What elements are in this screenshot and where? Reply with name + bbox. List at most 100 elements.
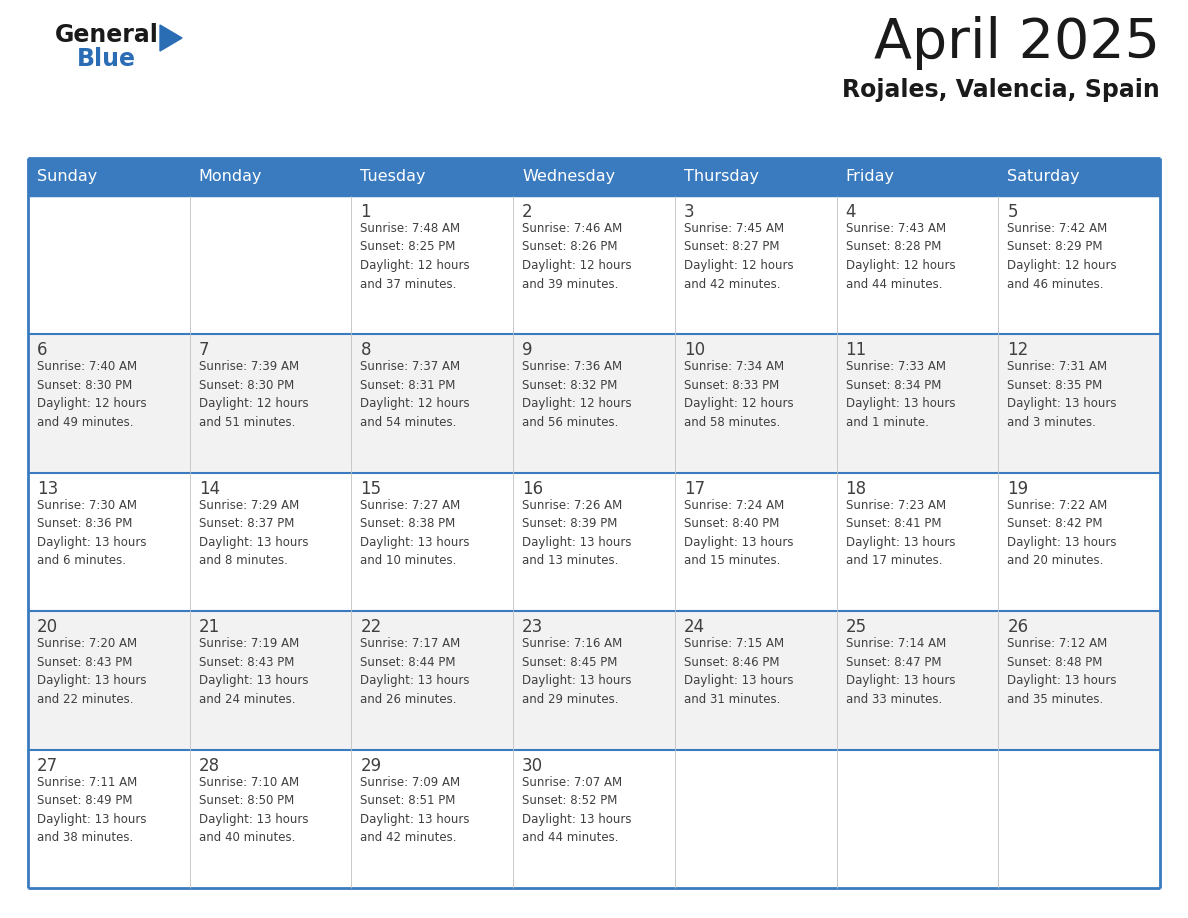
Text: Sunrise: 7:33 AM
Sunset: 8:34 PM
Daylight: 13 hours
and 1 minute.: Sunrise: 7:33 AM Sunset: 8:34 PM Dayligh… [846, 361, 955, 429]
Bar [190, 611, 352, 750]
Bar [513, 158, 675, 196]
Text: Sunrise: 7:10 AM
Sunset: 8:50 PM
Daylight: 13 hours
and 40 minutes.: Sunrise: 7:10 AM Sunset: 8:50 PM Dayligh… [198, 776, 308, 844]
Bar [998, 750, 1159, 888]
Bar [513, 750, 675, 888]
Text: 14: 14 [198, 480, 220, 498]
Text: Sunrise: 7:37 AM
Sunset: 8:31 PM
Daylight: 12 hours
and 54 minutes.: Sunrise: 7:37 AM Sunset: 8:31 PM Dayligh… [360, 361, 470, 429]
Text: 6: 6 [37, 341, 48, 360]
Bar [190, 750, 352, 888]
Bar [513, 611, 675, 750]
Bar [998, 334, 1159, 473]
Text: Thursday: Thursday [684, 169, 759, 184]
Text: 7: 7 [198, 341, 209, 360]
Text: Monday: Monday [198, 169, 263, 184]
Text: 23: 23 [523, 618, 543, 636]
Text: Sunrise: 7:12 AM
Sunset: 8:48 PM
Daylight: 13 hours
and 35 minutes.: Sunrise: 7:12 AM Sunset: 8:48 PM Dayligh… [1007, 637, 1117, 706]
Text: Sunrise: 7:42 AM
Sunset: 8:29 PM
Daylight: 12 hours
and 46 minutes.: Sunrise: 7:42 AM Sunset: 8:29 PM Dayligh… [1007, 222, 1117, 290]
Bar [998, 611, 1159, 750]
Bar [352, 750, 513, 888]
Text: Rojales, Valencia, Spain: Rojales, Valencia, Spain [842, 78, 1159, 102]
Bar [998, 158, 1159, 196]
Bar [513, 473, 675, 611]
Bar [998, 473, 1159, 611]
Text: 29: 29 [360, 756, 381, 775]
Text: Tuesday: Tuesday [360, 169, 426, 184]
Text: 26: 26 [1007, 618, 1029, 636]
Text: Sunrise: 7:39 AM
Sunset: 8:30 PM
Daylight: 12 hours
and 51 minutes.: Sunrise: 7:39 AM Sunset: 8:30 PM Dayligh… [198, 361, 309, 429]
Text: Sunrise: 7:14 AM
Sunset: 8:47 PM
Daylight: 13 hours
and 33 minutes.: Sunrise: 7:14 AM Sunset: 8:47 PM Dayligh… [846, 637, 955, 706]
Bar [190, 196, 352, 334]
Bar [836, 611, 998, 750]
Bar [352, 334, 513, 473]
Bar [675, 334, 836, 473]
Text: 5: 5 [1007, 203, 1018, 221]
Bar [352, 158, 513, 196]
Text: 16: 16 [523, 480, 543, 498]
Text: Sunrise: 7:27 AM
Sunset: 8:38 PM
Daylight: 13 hours
and 10 minutes.: Sunrise: 7:27 AM Sunset: 8:38 PM Dayligh… [360, 498, 470, 567]
Text: Saturday: Saturday [1007, 169, 1080, 184]
Bar [998, 196, 1159, 334]
Text: Sunrise: 7:22 AM
Sunset: 8:42 PM
Daylight: 13 hours
and 20 minutes.: Sunrise: 7:22 AM Sunset: 8:42 PM Dayligh… [1007, 498, 1117, 567]
Bar [836, 196, 998, 334]
Text: Wednesday: Wednesday [523, 169, 615, 184]
Text: 8: 8 [360, 341, 371, 360]
Bar [675, 196, 836, 334]
Bar [29, 334, 190, 473]
Text: 13: 13 [37, 480, 58, 498]
Bar [352, 611, 513, 750]
Bar [675, 158, 836, 196]
Text: Sunrise: 7:45 AM
Sunset: 8:27 PM
Daylight: 12 hours
and 42 minutes.: Sunrise: 7:45 AM Sunset: 8:27 PM Dayligh… [684, 222, 794, 290]
Bar [836, 158, 998, 196]
Text: General: General [55, 23, 159, 47]
Text: 19: 19 [1007, 480, 1029, 498]
Text: 20: 20 [37, 618, 58, 636]
Text: Friday: Friday [846, 169, 895, 184]
Text: 21: 21 [198, 618, 220, 636]
Text: 28: 28 [198, 756, 220, 775]
Text: Sunday: Sunday [37, 169, 97, 184]
Text: Sunrise: 7:20 AM
Sunset: 8:43 PM
Daylight: 13 hours
and 22 minutes.: Sunrise: 7:20 AM Sunset: 8:43 PM Dayligh… [37, 637, 146, 706]
Text: Sunrise: 7:46 AM
Sunset: 8:26 PM
Daylight: 12 hours
and 39 minutes.: Sunrise: 7:46 AM Sunset: 8:26 PM Dayligh… [523, 222, 632, 290]
Bar [836, 750, 998, 888]
Bar [190, 158, 352, 196]
Text: 10: 10 [684, 341, 704, 360]
Text: Sunrise: 7:16 AM
Sunset: 8:45 PM
Daylight: 13 hours
and 29 minutes.: Sunrise: 7:16 AM Sunset: 8:45 PM Dayligh… [523, 637, 632, 706]
Bar [675, 473, 836, 611]
Text: 3: 3 [684, 203, 695, 221]
Bar [513, 334, 675, 473]
Bar [190, 473, 352, 611]
Text: Sunrise: 7:29 AM
Sunset: 8:37 PM
Daylight: 13 hours
and 8 minutes.: Sunrise: 7:29 AM Sunset: 8:37 PM Dayligh… [198, 498, 308, 567]
Text: 22: 22 [360, 618, 381, 636]
Text: 9: 9 [523, 341, 532, 360]
Bar [836, 473, 998, 611]
Text: Sunrise: 7:36 AM
Sunset: 8:32 PM
Daylight: 12 hours
and 56 minutes.: Sunrise: 7:36 AM Sunset: 8:32 PM Dayligh… [523, 361, 632, 429]
Text: Sunrise: 7:30 AM
Sunset: 8:36 PM
Daylight: 13 hours
and 6 minutes.: Sunrise: 7:30 AM Sunset: 8:36 PM Dayligh… [37, 498, 146, 567]
Bar [513, 196, 675, 334]
Text: Sunrise: 7:17 AM
Sunset: 8:44 PM
Daylight: 13 hours
and 26 minutes.: Sunrise: 7:17 AM Sunset: 8:44 PM Dayligh… [360, 637, 470, 706]
Bar [675, 611, 836, 750]
Text: Sunrise: 7:15 AM
Sunset: 8:46 PM
Daylight: 13 hours
and 31 minutes.: Sunrise: 7:15 AM Sunset: 8:46 PM Dayligh… [684, 637, 794, 706]
Text: 11: 11 [846, 341, 867, 360]
Text: Sunrise: 7:11 AM
Sunset: 8:49 PM
Daylight: 13 hours
and 38 minutes.: Sunrise: 7:11 AM Sunset: 8:49 PM Dayligh… [37, 776, 146, 844]
Text: 1: 1 [360, 203, 371, 221]
Text: 18: 18 [846, 480, 867, 498]
Bar [29, 750, 190, 888]
Text: 24: 24 [684, 618, 704, 636]
Text: Sunrise: 7:40 AM
Sunset: 8:30 PM
Daylight: 12 hours
and 49 minutes.: Sunrise: 7:40 AM Sunset: 8:30 PM Dayligh… [37, 361, 146, 429]
Text: 25: 25 [846, 618, 867, 636]
Bar [352, 473, 513, 611]
Text: 27: 27 [37, 756, 58, 775]
Bar [190, 334, 352, 473]
Bar [29, 611, 190, 750]
Text: Sunrise: 7:48 AM
Sunset: 8:25 PM
Daylight: 12 hours
and 37 minutes.: Sunrise: 7:48 AM Sunset: 8:25 PM Dayligh… [360, 222, 470, 290]
Polygon shape [160, 25, 182, 51]
Text: Sunrise: 7:07 AM
Sunset: 8:52 PM
Daylight: 13 hours
and 44 minutes.: Sunrise: 7:07 AM Sunset: 8:52 PM Dayligh… [523, 776, 632, 844]
Text: Sunrise: 7:34 AM
Sunset: 8:33 PM
Daylight: 12 hours
and 58 minutes.: Sunrise: 7:34 AM Sunset: 8:33 PM Dayligh… [684, 361, 794, 429]
Text: Sunrise: 7:26 AM
Sunset: 8:39 PM
Daylight: 13 hours
and 13 minutes.: Sunrise: 7:26 AM Sunset: 8:39 PM Dayligh… [523, 498, 632, 567]
Text: 17: 17 [684, 480, 704, 498]
Text: 12: 12 [1007, 341, 1029, 360]
Bar [29, 196, 190, 334]
Text: Sunrise: 7:43 AM
Sunset: 8:28 PM
Daylight: 12 hours
and 44 minutes.: Sunrise: 7:43 AM Sunset: 8:28 PM Dayligh… [846, 222, 955, 290]
Bar [836, 334, 998, 473]
Text: Sunrise: 7:09 AM
Sunset: 8:51 PM
Daylight: 13 hours
and 42 minutes.: Sunrise: 7:09 AM Sunset: 8:51 PM Dayligh… [360, 776, 470, 844]
